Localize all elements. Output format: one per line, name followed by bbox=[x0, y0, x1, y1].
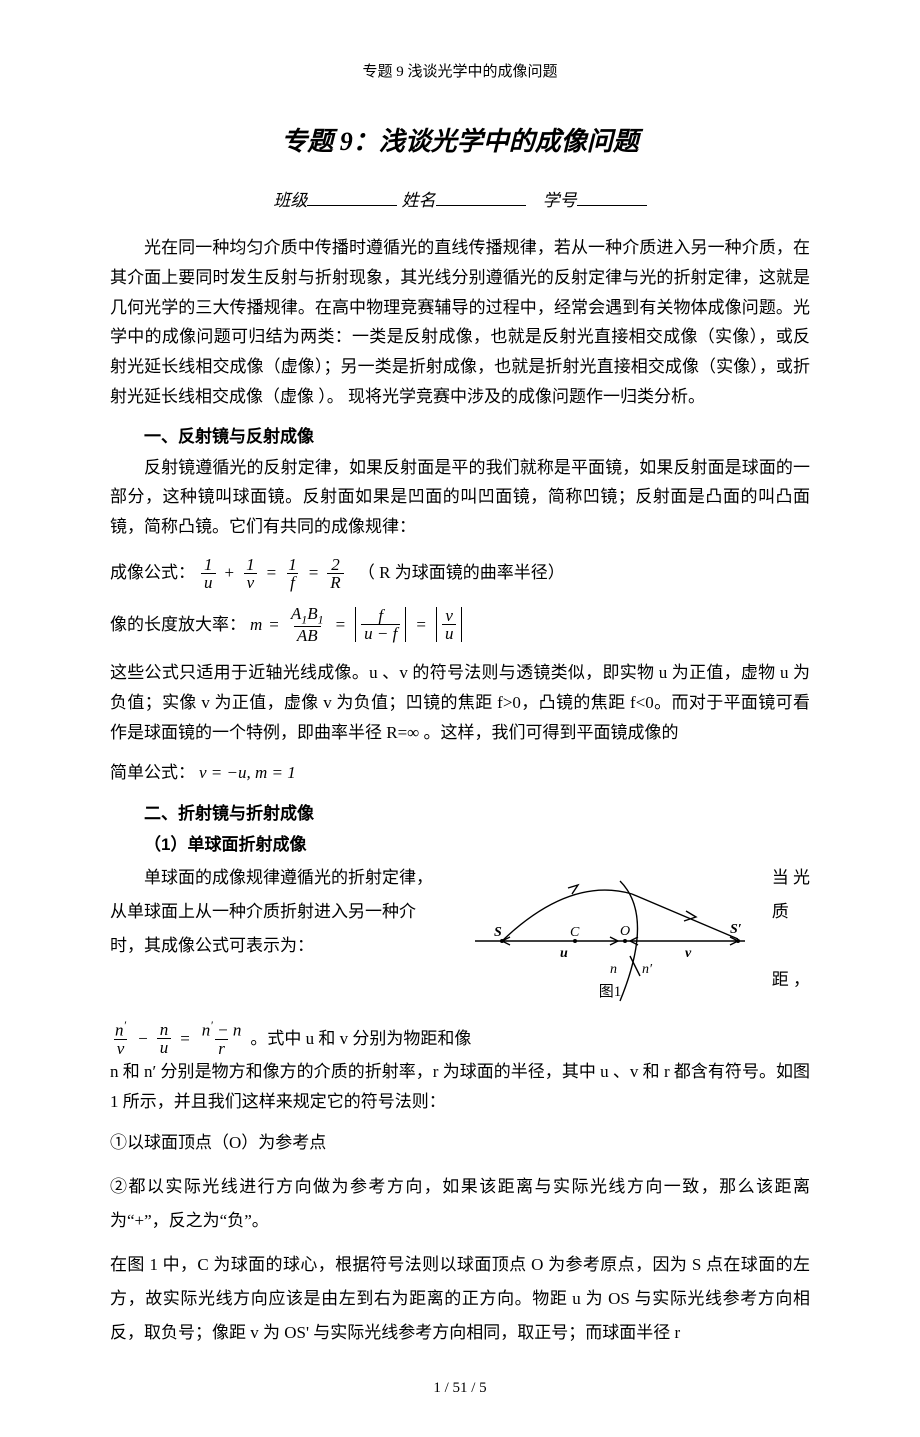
figure-1: S C O S′ u v n n′ 图1 bbox=[460, 861, 760, 1016]
frac-1-over-v: 1v bbox=[243, 556, 258, 591]
intro-paragraph: 光在同一种均匀介质中传播时遵循光的直线传播规律，若从一种介质进入另一种介质，在其… bbox=[110, 233, 810, 412]
eq-op: = bbox=[264, 561, 280, 585]
formula3-tail: 。式中 u 和 v 分别为物距和像 bbox=[250, 1027, 471, 1051]
rule-2: ②都以实际光线进行方向做为参考方向，如果该距离与实际光线方向一致，那么该距离为“… bbox=[110, 1170, 810, 1238]
eq-op-3: = bbox=[266, 613, 282, 637]
id-label: 学号 bbox=[543, 191, 577, 210]
simple-formula-expr: v = −u, m = 1 bbox=[199, 761, 296, 785]
section-1-paragraph: 反射镜遵循光的反射定律，如果反射面是平的我们就称是平面镜，如果反射面是球面的一部… bbox=[110, 453, 810, 542]
section-1-header: 一、反射镜与反射成像 bbox=[110, 422, 810, 447]
wrap-right-col: 当 光 质 距 ， bbox=[772, 861, 810, 997]
frac-1-over-u: 1u bbox=[201, 556, 216, 591]
eq-op-6: = bbox=[177, 1027, 193, 1051]
wrap-left-line1: 单球面的成像规律遵循光的折射定律， bbox=[110, 861, 433, 895]
fig-label-s: S bbox=[494, 925, 502, 940]
fig-caption: 图1 bbox=[598, 983, 621, 1000]
simple-formula-prefix: 简单公式： bbox=[110, 761, 195, 785]
wrap-left-line3: 时，其成像公式可表示为： bbox=[110, 936, 314, 955]
eq-op-4: = bbox=[333, 613, 349, 637]
wrap-right-w1: 当 光 bbox=[772, 868, 810, 887]
rule-1: ①以球面顶点（O）为参考点 bbox=[110, 1126, 810, 1160]
page-footer: 1 / 51 / 5 bbox=[110, 1380, 810, 1397]
frac-n-over-u: nu bbox=[157, 1021, 172, 1056]
frac-np-over-v: n′v bbox=[112, 1020, 129, 1057]
eq-op-2: = bbox=[306, 561, 322, 585]
student-info-line: 班级 姓名 学号 bbox=[110, 186, 810, 211]
running-header: 专题 9 浅谈光学中的成像问题 bbox=[110, 60, 810, 81]
plane-mirror-formula: 简单公式： v = −u, m = 1 bbox=[110, 761, 810, 785]
page-title: 专题 9：浅谈光学中的成像问题 bbox=[110, 121, 810, 158]
fig-label-n: n bbox=[610, 962, 617, 977]
section-2-header: 二、折射镜与折射成像 bbox=[110, 799, 810, 824]
section-2-sub-header: （1）单球面折射成像 bbox=[110, 830, 810, 855]
formula2-prefix: 像的长度放大率： bbox=[110, 613, 246, 637]
formula1-note: （ R 为球面镜的曲率半径） bbox=[358, 561, 565, 585]
wrap-right-w2: 质 bbox=[772, 902, 789, 921]
figure-wrap-row: 单球面的成像规律遵循光的折射定律， 从单球面上从一种介质折射进入另一种介 时，其… bbox=[110, 861, 810, 1016]
fig-label-u: u bbox=[560, 946, 568, 961]
wrap-right-w3: 距 ， bbox=[772, 970, 810, 989]
imaging-formula: 成像公式： 1u + 1v = 1f = 2R （ R 为球面镜的曲率半径） bbox=[110, 556, 810, 591]
m-var: m bbox=[250, 613, 262, 637]
fig-label-v: v bbox=[685, 946, 692, 961]
frac-dn-over-r: n′ − nr bbox=[199, 1020, 245, 1057]
refraction-diagram-svg: S C O S′ u v n n′ 图1 bbox=[460, 861, 760, 1011]
wrap-left-line2: 从单球面上从一种介质折射进入另一种介 bbox=[110, 902, 416, 921]
fig-label-np: n′ bbox=[642, 962, 653, 977]
minus-op: − bbox=[135, 1027, 151, 1051]
fig-label-o: O bbox=[620, 924, 630, 939]
plus-op: + bbox=[222, 561, 238, 585]
sign-convention-paragraph: 这些公式只适用于近轴光线成像。u 、v 的符号法则与透镜类似，即实物 u 为正值… bbox=[110, 658, 810, 747]
frac-1-over-f: 1f bbox=[285, 556, 300, 591]
class-blank bbox=[307, 188, 397, 206]
id-blank bbox=[577, 188, 647, 206]
frac-a1b1-ab: A1B1 AB bbox=[288, 605, 327, 644]
fig-label-c: C bbox=[570, 925, 580, 940]
eq-op-5: = bbox=[413, 613, 429, 637]
wrap-left-col: 单球面的成像规律遵循光的折射定律， 从单球面上从一种介质折射进入另一种介 时，其… bbox=[110, 861, 448, 963]
frac-2-over-r: 2R bbox=[327, 556, 343, 591]
name-blank bbox=[436, 188, 526, 206]
refraction-formula: n′v − nu = n′ − nr 。式中 u 和 v 分别为物距和像 bbox=[110, 1020, 810, 1057]
magnification-formula: 像的长度放大率： m = A1B1 AB = fu − f = vu bbox=[110, 605, 810, 644]
class-label: 班级 bbox=[273, 191, 307, 210]
formula1-prefix: 成像公式： bbox=[110, 561, 195, 585]
abs-v-over-u: vu bbox=[433, 607, 466, 642]
after-figure-paragraph: n 和 n′ 分别是物方和像方的介质的折射率，r 为球面的半径，其中 u 、v … bbox=[110, 1057, 810, 1117]
abs-f-over-umf: fu − f bbox=[352, 607, 409, 642]
figure-description-paragraph: 在图 1 中，C 为球面的球心，根据符号法则以球面顶点 O 为参考原点，因为 S… bbox=[110, 1248, 810, 1350]
fig-label-sp: S′ bbox=[730, 922, 742, 937]
name-label: 姓名 bbox=[402, 191, 436, 210]
